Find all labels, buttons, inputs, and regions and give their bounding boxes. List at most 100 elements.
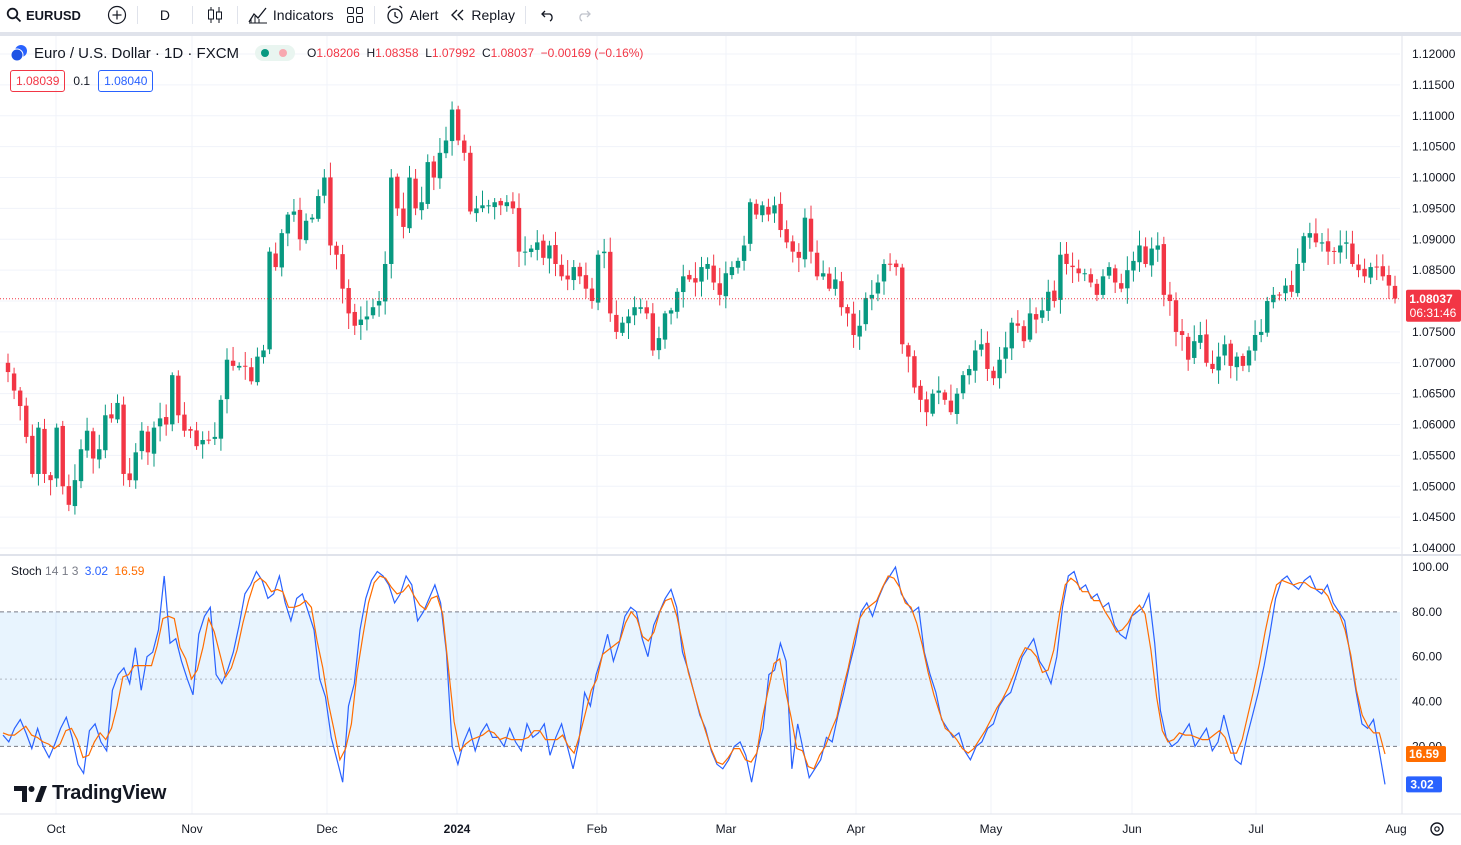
undo-icon — [541, 10, 553, 22]
buy-price-button[interactable]: 1.08040 — [98, 70, 154, 92]
candle-body — [918, 385, 923, 400]
candle-body — [887, 263, 893, 265]
candle-body — [699, 267, 704, 282]
candle-body — [212, 436, 218, 439]
stoch-params: 14 1 3 — [45, 564, 79, 578]
symbol-search-button[interactable]: EURUSD — [0, 0, 87, 30]
candle-body — [346, 288, 351, 314]
candle-body — [924, 399, 929, 413]
candle-body — [973, 350, 978, 371]
candle-body — [650, 313, 656, 351]
settings-gear-icon[interactable] — [1430, 822, 1444, 836]
price-axis-label: 1.06500 — [1412, 387, 1456, 401]
market-status-badge[interactable] — [255, 45, 296, 61]
alert-button[interactable]: Alert — [379, 0, 445, 30]
candle-body — [820, 273, 826, 277]
candle-body — [389, 177, 394, 264]
candle-body — [766, 206, 771, 215]
candle-body — [535, 242, 540, 250]
candle-body — [413, 178, 418, 209]
time-axis-label: May — [980, 822, 1003, 836]
price-axis-label: 1.11000 — [1412, 109, 1455, 123]
candle-body — [620, 322, 625, 333]
candle-body — [741, 245, 747, 261]
undo-button[interactable] — [530, 0, 566, 30]
stoch-k-value-label: 3.02 — [1410, 777, 1434, 791]
price-axis-label: 1.05000 — [1412, 479, 1456, 493]
candle-body — [863, 297, 868, 325]
candle-body — [936, 390, 941, 393]
candle-body — [541, 240, 546, 258]
candle-body — [316, 196, 321, 219]
time-axis-label: Aug — [1385, 822, 1406, 836]
candle-body — [522, 251, 528, 253]
candle-body — [279, 233, 284, 268]
candle-body — [577, 266, 583, 277]
candle-body — [291, 211, 297, 215]
candle-body — [632, 307, 637, 316]
candle-body — [1185, 336, 1191, 360]
candle-body — [614, 314, 619, 332]
tradingview-logo[interactable]: TradingView — [14, 782, 166, 805]
candle-body — [1052, 290, 1057, 302]
stoch-d-value-label-bg — [1406, 746, 1446, 763]
candle-body — [1119, 283, 1124, 289]
price-axis-label: 1.07000 — [1412, 356, 1456, 370]
candle-body — [1265, 301, 1270, 333]
candle-body — [1058, 254, 1063, 300]
compare-symbol-button[interactable] — [101, 0, 133, 30]
candle-body — [547, 245, 552, 259]
chart-type-button[interactable] — [197, 0, 233, 30]
alert-icon — [386, 5, 403, 24]
sell-price-button[interactable]: 1.08039 — [10, 70, 66, 92]
candle-body — [109, 414, 114, 419]
templates-button[interactable] — [340, 0, 370, 30]
time-axis-label: Apr — [847, 822, 866, 836]
candle-body — [516, 207, 522, 252]
candle-body — [985, 342, 990, 369]
candle-body — [218, 399, 224, 439]
chart-canvas[interactable]: Oct Nov Dec 2024 Feb Mar Apr May Jun Jul Aug 1.0400… — [0, 36, 1461, 845]
symbol-title: Euro / U.S. Dollar · 1D · FXCM — [34, 44, 240, 62]
candle-body — [796, 251, 802, 258]
candle-body — [455, 109, 461, 141]
chart-area[interactable]: Oct Nov Dec 2024 Feb Mar Apr May Jun Jul Aug 1.0400… — [0, 36, 1461, 845]
candle-body — [845, 307, 850, 314]
spread-value: 0.1 — [73, 74, 91, 88]
candle-body — [1021, 326, 1027, 342]
candle-body — [1319, 242, 1325, 244]
candle-body — [230, 360, 236, 366]
candle-body — [370, 307, 376, 316]
candle-body — [827, 273, 832, 289]
candle-body — [1003, 347, 1008, 359]
tradingview-logo-text: TradingView — [52, 782, 167, 804]
indicators-button[interactable]: Indicators — [242, 0, 340, 30]
candle-body — [723, 273, 729, 297]
candle-body — [1301, 236, 1306, 263]
candle-body — [1064, 253, 1069, 264]
price-axis-label: 1.05500 — [1412, 448, 1456, 462]
candle-body — [309, 217, 315, 220]
candle-body — [1295, 263, 1300, 294]
templates-icon — [346, 7, 363, 23]
candle-body — [601, 251, 607, 254]
candle-body — [1179, 331, 1185, 336]
candle-body — [1344, 242, 1349, 244]
candle-body — [1204, 334, 1209, 363]
stoch-d-line — [2, 575, 1386, 770]
price-axis-label: 1.09000 — [1412, 232, 1456, 246]
candle-body — [66, 486, 72, 505]
candle-body — [139, 430, 145, 452]
candle-body — [480, 205, 485, 209]
interval-button[interactable]: D — [142, 0, 188, 30]
redo-button[interactable] — [566, 0, 602, 30]
time-axis-label: Oct — [47, 822, 66, 836]
candle-body — [1125, 270, 1130, 289]
data-delay-icon — [279, 49, 288, 57]
candle-body — [176, 375, 181, 416]
candle-body — [1222, 344, 1227, 356]
replay-button[interactable]: Replay — [444, 0, 521, 30]
search-icon — [6, 7, 22, 23]
candle-body — [78, 449, 84, 482]
candle-body — [1094, 283, 1100, 295]
